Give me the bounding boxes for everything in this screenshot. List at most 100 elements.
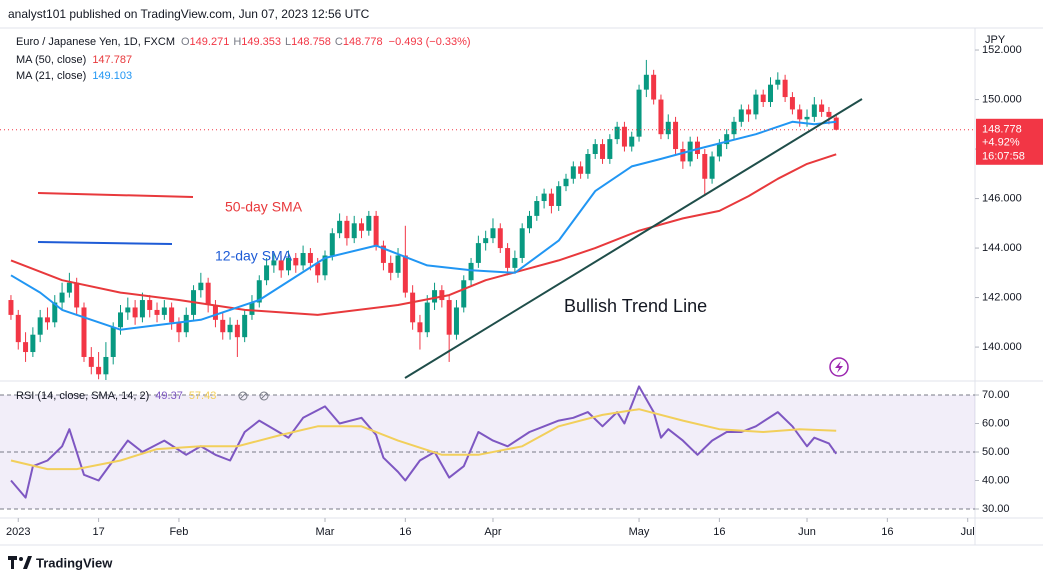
candle-body [125,307,131,313]
logo [8,556,32,569]
candle-body [359,223,365,231]
ohlc-label: H [233,36,241,48]
brand: TradingView [36,555,113,570]
candle-body [519,228,525,258]
x-axis: 2023 17 Feb Mar 16 Apr May 16 Jun 16 Jul [6,518,975,538]
legend-name: MA (50, close) [16,54,86,66]
legend-name: MA (21, close) [16,70,86,82]
candle-body [439,290,445,301]
candle-body [242,314,248,338]
candle-body [132,307,138,318]
candle-body [176,322,182,333]
y-tick-label: 150.000 [982,93,1022,105]
x-tick-label: 17 [92,526,104,538]
candle-body [673,121,679,150]
candle-body [402,255,408,293]
candle-body [731,121,737,135]
price-tag-change: +4.92% [982,137,1020,149]
rsi-pane [0,385,975,510]
candle-body [680,149,686,162]
candle-body [88,356,94,367]
legend-value: 147.787 [92,54,132,66]
candle-body [37,317,43,335]
candle-body [249,302,255,315]
candle-body [139,300,145,318]
candle-body [738,109,744,122]
y-axes: 140.000142.000144.000146.000148.000150.0… [975,44,1022,515]
candle-body [724,134,730,145]
candle-body [351,223,357,239]
candle-body [563,178,569,187]
candle-body [81,307,87,357]
candle-body [103,356,109,375]
candle-body [797,109,803,120]
candle-body [220,319,226,333]
x-tick-label: 16 [399,526,411,538]
ohlc-label: O [181,36,190,48]
y-tick-label: 152.000 [982,44,1022,56]
candle-body [534,201,540,216]
candle-body [395,255,401,273]
legend-value: 149.103 [92,70,132,82]
candle-body [768,84,774,103]
candle-body [366,215,372,231]
ohlc-value: 149.353 [241,36,281,48]
alert-icon [829,357,849,377]
candle-body [446,300,452,335]
candle-body [322,255,328,276]
candle-body [234,324,240,338]
symbol: Euro / Japanese Yen, 1D, FXCM [16,36,175,48]
candle-body [30,334,36,353]
candle-body [775,79,781,85]
candle-body [592,144,598,154]
candle-body [337,220,343,234]
candle-body [154,309,160,315]
y-tick-label: 146.000 [982,192,1022,204]
candle-body [716,144,722,157]
candle-body [614,126,620,140]
candle-body [8,300,14,315]
candle-body [694,141,700,154]
candle-body [205,282,211,305]
candle-body [161,307,167,315]
x-tick-label: May [629,526,650,538]
candle-body [227,324,233,333]
candle-body [621,126,627,147]
drawn-line [37,241,173,245]
ohlc-label: L [285,36,291,48]
legend: Euro / Japanese Yen, 1D, FXCM O149.271 H14… [16,36,471,48]
drawn-line [37,192,194,198]
candle-body [44,317,50,323]
ma-line [10,153,837,316]
legend: MA (21, close) 149.103 [16,70,132,82]
candle-body [556,186,562,206]
candle-body [468,262,474,281]
trend-line [404,98,863,379]
price-tag-value: 148.778 [982,124,1022,136]
candle-body [15,314,21,343]
candle-body [373,215,379,246]
candle-body [344,220,350,239]
candle-body [753,94,759,115]
candle-body [629,136,635,147]
candle-body [505,248,511,268]
candle-body [212,304,218,320]
candle-body [110,327,116,357]
x-tick-label: Feb [169,526,188,538]
candle-body [709,156,715,179]
candle-body [578,166,584,174]
candle-body [329,233,335,256]
x-tick-label: Jun [798,526,816,538]
annotation: 12-day SMA [215,248,293,264]
x-tick-label: Jul [961,526,975,538]
candle-body [833,117,839,130]
candle-body [66,282,72,293]
y-tick-label: 50.00 [982,446,1010,458]
candle-body [483,238,489,244]
candle-body [315,262,321,276]
candle-body [198,282,204,291]
candle-body [658,99,664,135]
rsi-line [10,408,837,471]
candle-body [52,302,58,323]
